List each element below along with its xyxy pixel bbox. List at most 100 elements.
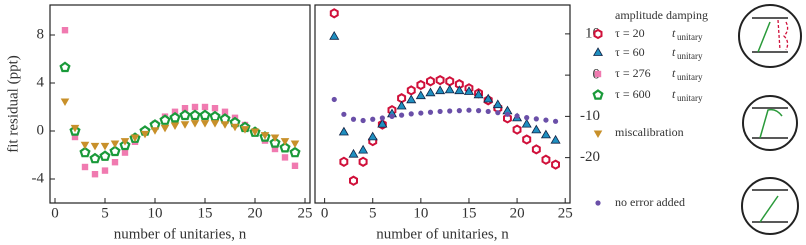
point (492, 99, 503, 109)
point (543, 117, 549, 123)
point (109, 145, 121, 157)
legend-marker (595, 200, 601, 206)
x-tick-label: 5 (101, 205, 109, 221)
point (331, 96, 337, 103)
point (130, 134, 140, 142)
point (396, 100, 407, 110)
y-tick-label: 4 (37, 74, 45, 90)
y-tick-label: 8 (37, 26, 45, 42)
y-tick-label: -4 (32, 170, 45, 186)
x-tick-label: 15 (461, 205, 476, 221)
point (514, 113, 520, 119)
point (210, 120, 220, 128)
point (91, 171, 99, 178)
point (416, 79, 426, 91)
point (533, 116, 539, 122)
point (495, 110, 501, 116)
x-tick-label: 20 (510, 205, 525, 221)
point (399, 112, 405, 118)
legend-unit-sub: unitary (677, 93, 703, 103)
x-tick-label: 15 (198, 205, 213, 221)
legend-unit: t (672, 66, 676, 80)
point (445, 76, 455, 87)
legend-unit-sub: unitary (677, 51, 703, 61)
point (463, 86, 474, 95)
point (150, 127, 160, 135)
level-diagrams (738, 4, 802, 235)
y-tick-label: -10 (580, 108, 600, 124)
point (485, 108, 491, 115)
point (329, 8, 339, 19)
point (170, 122, 180, 130)
point (269, 137, 281, 148)
point (551, 159, 560, 170)
point (540, 129, 551, 139)
legend-unit-sub: unitary (677, 72, 703, 82)
point (377, 118, 388, 128)
legend-title: amplitude damping (615, 8, 708, 22)
point (171, 108, 179, 115)
point (200, 120, 210, 128)
point (271, 145, 279, 153)
point (289, 146, 301, 158)
point (101, 167, 109, 174)
point (281, 154, 289, 161)
point (270, 134, 280, 142)
y-tick-label: 0 (37, 122, 45, 138)
point (437, 108, 443, 115)
point (111, 159, 119, 166)
point (339, 156, 349, 167)
point (389, 113, 395, 119)
point (358, 144, 369, 154)
point (201, 103, 209, 111)
point (191, 103, 199, 111)
point (220, 121, 230, 129)
point (466, 107, 472, 113)
legend-marker (592, 89, 604, 100)
y-axis-label: fit residual (ppt) (5, 55, 21, 152)
point (379, 115, 385, 121)
point (522, 134, 532, 145)
x-axis-label: number of unitaries, n (114, 226, 247, 242)
point (121, 149, 129, 156)
point (190, 120, 200, 128)
x-tick-label: 5 (369, 205, 377, 221)
point (279, 141, 291, 153)
point (90, 142, 100, 151)
point (427, 109, 434, 115)
x-tick-label: 10 (148, 205, 163, 221)
point (524, 115, 530, 121)
point (408, 111, 414, 117)
legend-marker (593, 130, 603, 138)
point (444, 84, 455, 94)
plot-frame (314, 4, 571, 204)
legend-label: τ = 600 (615, 87, 651, 101)
legend-unit: t (672, 87, 676, 101)
point (418, 110, 424, 116)
point (209, 110, 221, 122)
point (550, 134, 561, 144)
point (100, 142, 110, 151)
point (475, 108, 482, 114)
point (358, 156, 368, 167)
point (140, 130, 150, 139)
point (473, 89, 484, 99)
point (531, 124, 542, 134)
point (221, 108, 229, 115)
point (415, 90, 426, 100)
point (61, 27, 69, 34)
x-axis-label: number of unitaries, n (376, 226, 509, 242)
plot-frame (49, 4, 311, 204)
point (89, 152, 101, 164)
point (503, 113, 512, 124)
legend-label: τ = 276 (615, 66, 651, 80)
legend-label: τ = 60 (615, 45, 645, 59)
point (240, 126, 250, 134)
point (211, 105, 219, 112)
point (260, 132, 270, 140)
y-tick-label: -20 (580, 149, 600, 165)
point (159, 114, 171, 125)
point (435, 74, 445, 86)
point (521, 118, 532, 128)
